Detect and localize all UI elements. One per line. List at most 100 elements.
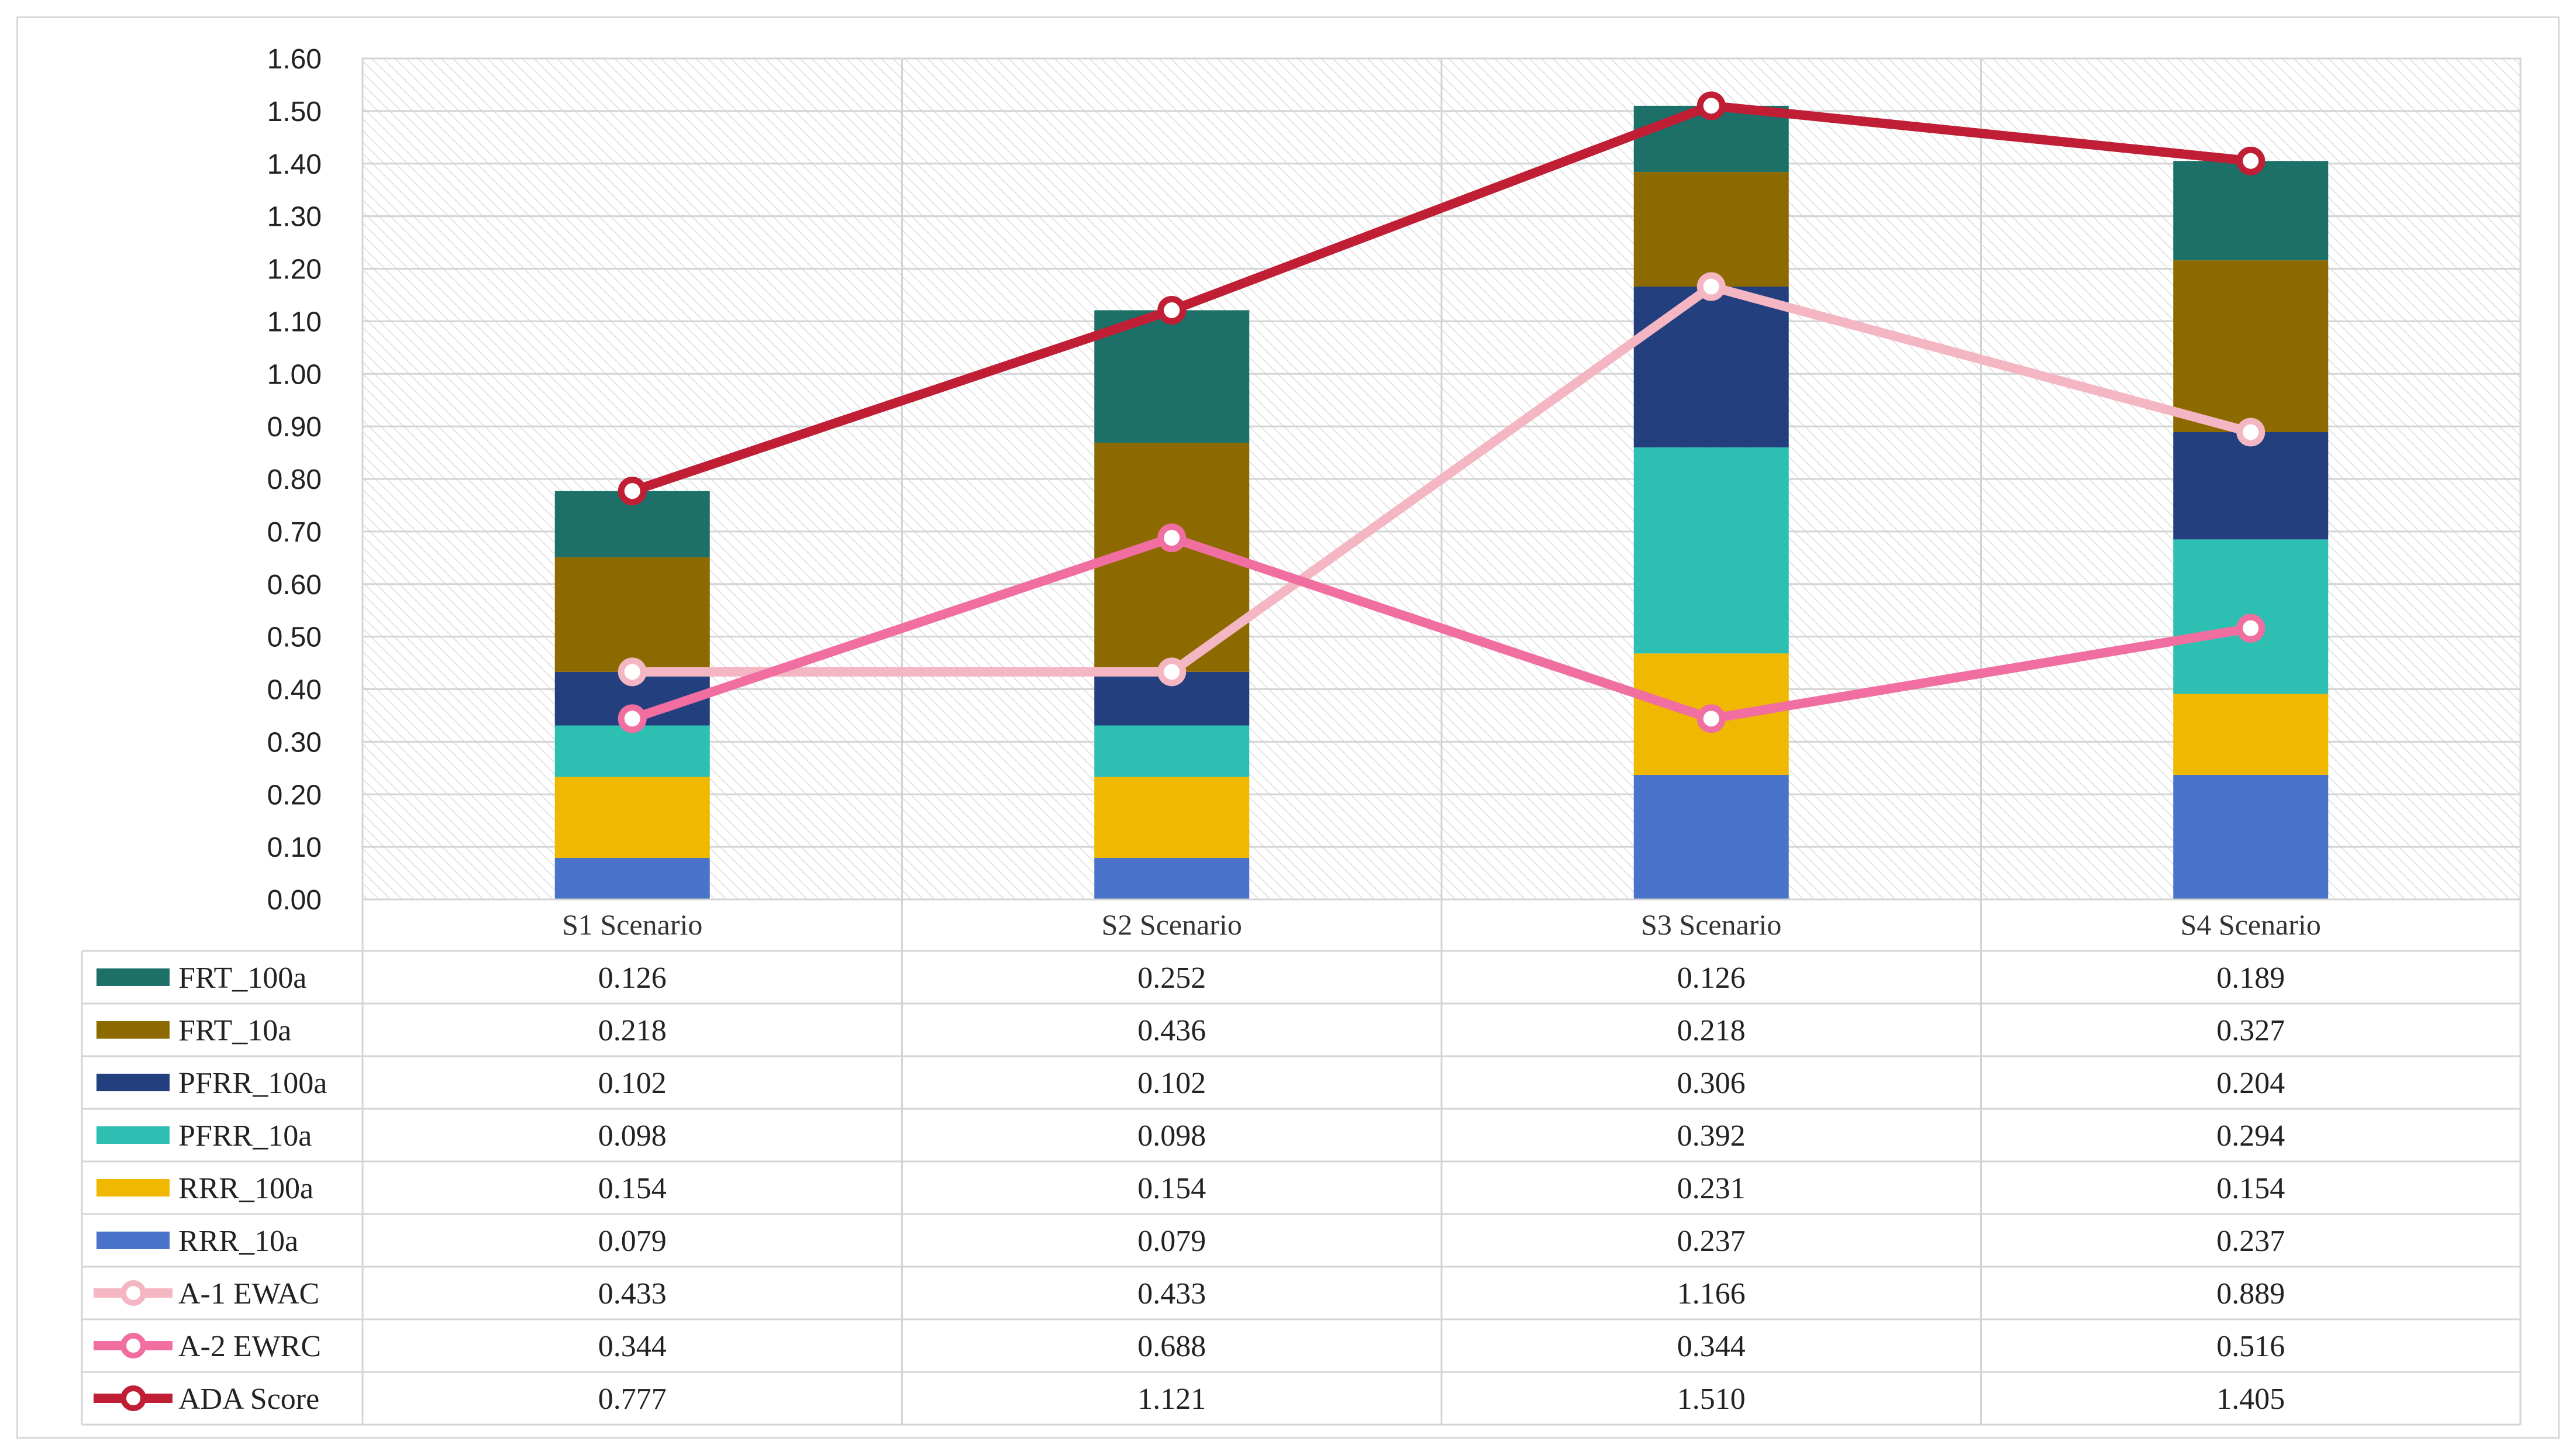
legend-label: RRR_100a: [178, 1172, 313, 1205]
table-cell: 0.306: [1677, 1067, 1746, 1100]
legend-label: PFRR_10a: [178, 1119, 312, 1153]
legend-swatch-rrr-100a: [96, 1179, 170, 1197]
table-cell: 0.889: [2216, 1277, 2285, 1311]
series-line-a-1-ewac: [632, 282, 2252, 677]
legend-marker-a-2-ewrc: [120, 1333, 146, 1359]
bar-segment-rrr-10a: [554, 857, 710, 899]
table-cell: 1.121: [1137, 1382, 1206, 1416]
legend-swatch-frt-10a: [96, 1021, 170, 1039]
series-point-a-2-ewrc: [1696, 704, 1726, 733]
y-tick-label: 0.60: [267, 570, 322, 601]
y-tick-label: 1.30: [267, 202, 322, 233]
y-tick-label: 0.00: [267, 885, 322, 916]
series-point-a-2-ewrc: [2236, 613, 2265, 643]
table-cell: 0.218: [598, 1014, 667, 1047]
y-tick-label: 1.40: [267, 149, 322, 180]
series-point-ada-score: [1696, 91, 1726, 120]
series-point-ada-score: [2236, 146, 2265, 175]
legend-label: FRT_100a: [178, 961, 306, 995]
table-cell: 0.237: [1677, 1225, 1746, 1258]
table-cell: 0.327: [2216, 1014, 2285, 1047]
legend-label: RRR_10a: [178, 1225, 298, 1258]
y-tick-label: 0.70: [267, 517, 322, 548]
y-tick-label: 0.40: [267, 675, 322, 706]
series-line-a-2-ewrc: [630, 533, 2252, 723]
table-cell: 0.154: [1137, 1172, 1206, 1205]
x-tick-label: S2 Scenario: [1102, 908, 1242, 941]
table-cell: 0.189: [2216, 961, 2285, 995]
table-cell: 0.252: [1137, 961, 1206, 995]
bar-segment-rrr-100a: [2173, 694, 2329, 775]
series-point-ada-score: [1157, 296, 1187, 325]
y-tick-label: 0.50: [267, 622, 322, 653]
bar-segment-pfrr-10a: [1633, 447, 1789, 654]
table-cell: 0.433: [1137, 1277, 1206, 1311]
y-tick-label: 0.30: [267, 727, 322, 758]
x-tick-label: S3 Scenario: [1641, 908, 1781, 941]
table-cell: 0.231: [1677, 1172, 1746, 1205]
series-point-a-1-ewac: [618, 657, 647, 687]
series-point-ada-score: [618, 477, 647, 506]
table-cell: 0.126: [598, 961, 667, 995]
table-cell: 0.079: [598, 1225, 667, 1258]
bar-segment-rrr-100a: [1094, 777, 1250, 858]
table-cell: 0.204: [2216, 1067, 2285, 1100]
bar-segment-pfrr-10a: [1094, 725, 1250, 777]
y-tick-label: 1.60: [267, 44, 322, 75]
table-cell: 0.079: [1137, 1225, 1206, 1258]
bar-segment-rrr-10a: [2173, 774, 2329, 899]
table-cell: 0.237: [2216, 1225, 2285, 1258]
legend-swatch-pfrr-100a: [96, 1074, 170, 1091]
y-tick-label: 1.50: [267, 96, 322, 127]
table-cell: 0.218: [1677, 1014, 1746, 1047]
table-cell: 0.102: [598, 1067, 667, 1100]
legend-swatch-rrr-10a: [96, 1232, 170, 1249]
bar-segment-rrr-10a: [1633, 774, 1789, 899]
series-point-a-2-ewrc: [618, 704, 647, 733]
table-cell: 0.154: [598, 1172, 667, 1205]
bar-segment-pfrr-10a: [554, 725, 710, 777]
series-point-a-2-ewrc: [1157, 523, 1187, 553]
plot-area: 0.00 0.10 0.20 0.30 0.40 0.50 0.60 0.70 0.80 0.90…: [267, 44, 2522, 916]
table-cell: 1.510: [1677, 1382, 1746, 1416]
x-tick-label: S1 Scenario: [562, 908, 702, 941]
bar-segment-pfrr-100a: [2173, 432, 2329, 540]
legend-label: FRT_10a: [178, 1014, 291, 1047]
table-cell: 0.098: [598, 1119, 667, 1153]
y-tick-label: 0.20: [267, 780, 322, 811]
bar-segment-frt-10a: [2173, 260, 2329, 433]
legend-label: ADA Score: [178, 1382, 319, 1416]
legend-marker-ada-score: [120, 1385, 146, 1411]
bar-segment-frt-10a: [1633, 172, 1789, 287]
table-cell: 0.344: [1677, 1330, 1746, 1363]
series-point-a-1-ewac: [2236, 418, 2265, 447]
table-cell: 1.166: [1677, 1277, 1746, 1311]
bar-segment-frt-100a: [2173, 161, 2329, 261]
table-cell: 0.126: [1677, 961, 1746, 995]
table-cell: 0.098: [1137, 1119, 1206, 1153]
bar-segment-pfrr-100a: [1633, 287, 1789, 448]
x-tick-label: S4 Scenario: [2181, 908, 2321, 941]
y-tick-label: 0.10: [267, 832, 322, 863]
legend-swatch-pfrr-10a: [96, 1126, 170, 1144]
table-cell: 0.154: [2216, 1172, 2285, 1205]
series-point-a-1-ewac: [1696, 272, 1726, 301]
table-cell: 0.777: [598, 1382, 667, 1416]
table-cell: 0.436: [1137, 1014, 1206, 1047]
legend-swatch-frt-100a: [96, 968, 170, 986]
bar-segment-rrr-100a: [554, 777, 710, 858]
table-cell: 1.405: [2216, 1382, 2285, 1416]
bar-segment-frt-10a: [554, 557, 710, 672]
bar-segment-rrr-10a: [1094, 857, 1250, 899]
table-cell: 0.433: [598, 1277, 667, 1311]
table-cell: 0.516: [2216, 1330, 2285, 1363]
legend-label: PFRR_100a: [178, 1067, 327, 1100]
y-tick-label: 0.80: [267, 464, 322, 495]
table-cell: 0.102: [1137, 1067, 1206, 1100]
y-tick-label: 1.00: [267, 359, 322, 390]
series-line-ada-score: [630, 101, 2251, 496]
y-tick-label: 0.90: [267, 412, 322, 443]
table-cell: 0.392: [1677, 1119, 1746, 1153]
legend-marker-a-1-ewac: [120, 1280, 146, 1306]
